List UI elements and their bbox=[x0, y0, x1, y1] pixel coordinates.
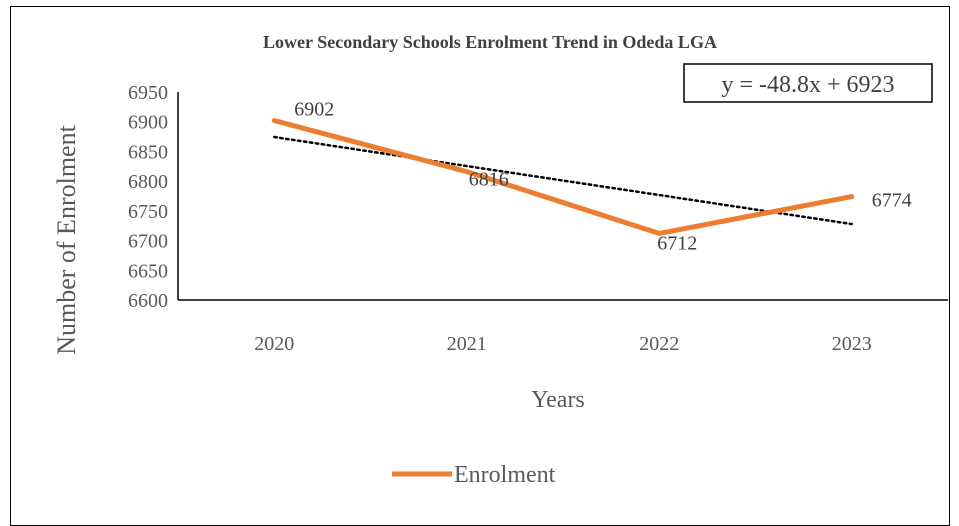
y-tick-label: 6650 bbox=[128, 260, 168, 282]
axes bbox=[177, 92, 948, 301]
y-axis-label: Number of Enrolment bbox=[52, 124, 81, 354]
x-tick-labels: 2020 2021 2022 2023 bbox=[254, 333, 872, 355]
y-tick-label: 6600 bbox=[128, 290, 168, 312]
y-tick-label: 6850 bbox=[128, 141, 168, 163]
x-tick-label: 2022 bbox=[639, 333, 679, 355]
trendline-equation: y = -48.8x + 6923 bbox=[721, 72, 894, 98]
chart-title: Lower Secondary Schools Enrolment Trend … bbox=[263, 32, 717, 52]
trendline-line bbox=[273, 135, 853, 226]
y-tick-label: 6700 bbox=[128, 231, 168, 253]
data-label: 6774 bbox=[872, 190, 912, 212]
x-tick-label: 2020 bbox=[254, 333, 294, 355]
y-tick-labels: 6600 6650 6700 6750 6800 6850 6900 6950 bbox=[128, 82, 168, 312]
series-lines bbox=[271, 118, 855, 236]
trendline bbox=[273, 135, 853, 226]
series-line-enrolment bbox=[271, 118, 855, 236]
y-tick-label: 6800 bbox=[128, 171, 168, 193]
x-axis-label: Years bbox=[531, 387, 585, 413]
data-label: 6816 bbox=[469, 169, 509, 191]
y-tick-label: 6750 bbox=[128, 201, 168, 223]
x-tick-label: 2023 bbox=[832, 333, 872, 355]
trendline-equation-box: y = -48.8x + 6923 bbox=[683, 63, 933, 103]
equation-box-border bbox=[683, 63, 933, 103]
y-tick-label: 6950 bbox=[128, 82, 168, 104]
data-label: 6712 bbox=[657, 232, 697, 254]
data-labels: 6902 6816 6712 6774 bbox=[294, 99, 912, 255]
legend-entry: Enrolment bbox=[454, 462, 556, 488]
x-tick-label: 2021 bbox=[447, 333, 487, 355]
line-chart: Lower Secondary Schools Enrolment Trend … bbox=[52, 32, 948, 488]
y-tick-label: 6900 bbox=[128, 112, 168, 134]
legend: Enrolment bbox=[392, 462, 556, 488]
data-label: 6902 bbox=[294, 99, 334, 121]
